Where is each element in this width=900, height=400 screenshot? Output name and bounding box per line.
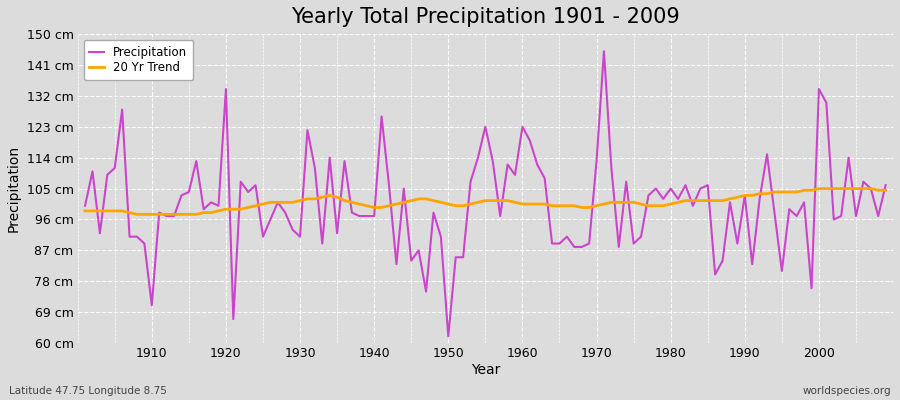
Precipitation xyxy=(621,179,632,184)
20 Yr Trend xyxy=(147,212,158,217)
Text: Latitude 47.75 Longitude 8.75: Latitude 47.75 Longitude 8.75 xyxy=(9,386,166,396)
Y-axis label: Precipitation: Precipitation xyxy=(7,145,21,232)
20 Yr Trend xyxy=(131,212,142,217)
20 Yr Trend xyxy=(525,202,535,206)
20 Yr Trend xyxy=(517,202,527,206)
20 Yr Trend xyxy=(80,208,91,213)
20 Yr Trend xyxy=(880,188,891,193)
Precipitation xyxy=(443,334,454,339)
Precipitation xyxy=(80,203,91,208)
Line: Precipitation: Precipitation xyxy=(86,51,886,336)
Text: worldspecies.org: worldspecies.org xyxy=(803,386,891,396)
Precipitation xyxy=(302,128,313,133)
Precipitation xyxy=(598,49,609,54)
20 Yr Trend xyxy=(310,196,320,201)
Precipitation xyxy=(346,210,357,215)
Precipitation xyxy=(880,183,891,188)
Title: Yearly Total Precipitation 1901 - 2009: Yearly Total Precipitation 1901 - 2009 xyxy=(291,7,680,27)
Precipitation xyxy=(139,241,149,246)
Precipitation xyxy=(525,138,535,143)
Precipitation xyxy=(517,124,527,129)
20 Yr Trend xyxy=(614,200,625,205)
20 Yr Trend xyxy=(354,202,364,206)
Legend: Precipitation, 20 Yr Trend: Precipitation, 20 Yr Trend xyxy=(84,40,194,80)
20 Yr Trend xyxy=(814,186,824,191)
X-axis label: Year: Year xyxy=(471,363,500,377)
Line: 20 Yr Trend: 20 Yr Trend xyxy=(86,188,886,214)
